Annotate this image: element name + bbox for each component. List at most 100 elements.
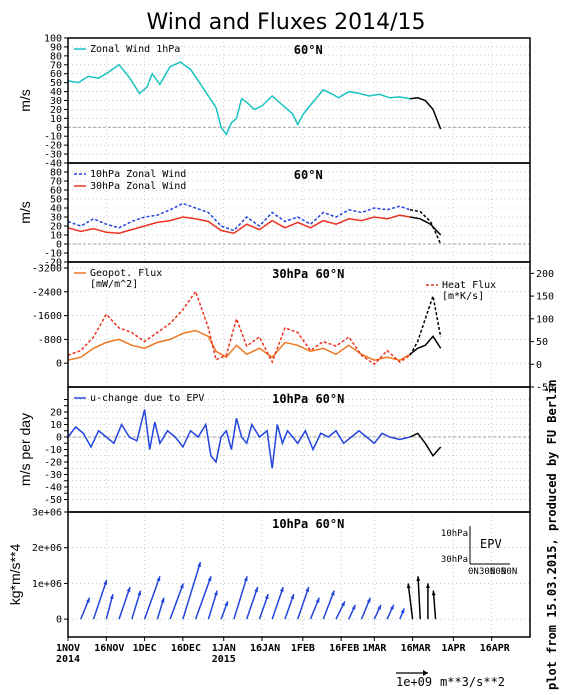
y2-tick-label: 200 [536, 269, 554, 280]
series-line [67, 329, 411, 361]
y-axis-label: m/s per day [17, 413, 33, 486]
vector-head [315, 597, 320, 603]
y-tick-label: 0 [56, 433, 62, 444]
y2-tick-label: 50 [536, 337, 548, 348]
series-line [409, 216, 442, 236]
vector-arrow [432, 590, 437, 620]
vector-head [207, 576, 212, 582]
vector-arrow [131, 590, 142, 620]
y-tick-label: 3e+06 [32, 508, 62, 519]
legend-label: u-change due to EPV [90, 393, 204, 404]
y-tick-label: 100 [44, 34, 62, 45]
vector-head [416, 576, 421, 581]
series-line [409, 209, 442, 245]
vector-arrow [297, 586, 310, 620]
x-tick-label: 1MAR [362, 643, 387, 654]
panel-label: 60°N [294, 43, 323, 57]
legend-label: 30hPa Zonal Wind [90, 181, 186, 192]
y-axis-label: m/s [17, 89, 33, 112]
vector-head [109, 594, 114, 600]
x-tick-label: 1APR [441, 643, 466, 654]
y-tick-label: 70 [50, 60, 62, 71]
vector-head [400, 608, 405, 614]
y-tick-label: 1e+06 [32, 579, 62, 590]
y-tick-label: -1600 [32, 311, 62, 322]
y-tick-label: -30 [44, 470, 62, 481]
y-tick-label: 10 [50, 420, 62, 431]
inset-title: EPV [480, 537, 502, 551]
vector-head [86, 597, 90, 603]
y2-tick-label: -50 [536, 383, 554, 394]
vector-head [160, 597, 165, 603]
y-tick-label: 10 [50, 114, 62, 125]
vector-arrow [271, 586, 284, 620]
inset-ylabel: 10hPa [441, 529, 468, 539]
vector-head [197, 562, 201, 567]
vector-arrow [118, 586, 131, 620]
series-line [409, 432, 442, 458]
vector-head [290, 594, 295, 600]
vector-arrow [407, 583, 414, 620]
vector-arrow [417, 576, 421, 620]
y-tick-label: -20 [44, 258, 62, 269]
vector-arrow [169, 583, 185, 620]
y-tick-label: 30 [50, 213, 62, 224]
vector-head [264, 594, 269, 600]
y-tick-label: -40 [44, 159, 62, 170]
legend-unit: [m*K/s] [442, 291, 484, 302]
vector-scale-head [423, 670, 428, 676]
vector-head [351, 604, 356, 610]
vector-head [366, 597, 371, 603]
vector-scale-label: 1e+09 [396, 675, 432, 689]
vector-head [137, 590, 142, 596]
vector-head [254, 587, 259, 592]
y-tick-label: 30 [50, 96, 62, 107]
y-axis-label: kg*m/s**4 [7, 544, 23, 606]
y-tick-label: -800 [38, 335, 62, 346]
y-tick-label: -20 [44, 141, 62, 152]
y-tick-label: 50 [50, 195, 62, 206]
vector-arrow [194, 576, 212, 620]
y-tick-label: 0 [56, 615, 62, 626]
vector-head [224, 601, 228, 607]
vector-head [179, 583, 184, 589]
vector-head [341, 601, 345, 607]
vector-head [126, 587, 131, 592]
inset-xlabel: 60N [490, 567, 506, 577]
y-tick-label: 20 [50, 408, 62, 419]
vector-arrow [92, 579, 108, 620]
legend-label: Zonal Wind 1hPa [90, 44, 180, 55]
x-tick-label: 16JAN [250, 643, 280, 654]
x-tick-label-year: 2014 [56, 654, 80, 665]
series-line [409, 335, 442, 355]
y-tick-label: -20 [44, 458, 62, 469]
x-tick-label: 16APR [480, 643, 511, 654]
series-line [67, 61, 411, 136]
y-tick-label: 0 [56, 240, 62, 251]
x-tick-label-year: 2015 [212, 654, 236, 665]
series-line [67, 214, 411, 235]
panels: -40-30-20-100102030405060708090100m/s60°… [7, 34, 554, 638]
series-line [67, 289, 411, 366]
panel-frame [67, 511, 531, 638]
y-tick-label: 80 [50, 168, 62, 179]
vector-head [431, 590, 436, 596]
y-tick-label: 0 [56, 359, 62, 370]
panel-3: -3200 -2400 -1600 -800 0 -50 0 50 100 150 200 30hPa… [32, 261, 554, 394]
inset-ylabel: 30hPa [441, 555, 468, 565]
y-tick-label: 40 [50, 204, 62, 215]
vector-arrow [182, 561, 202, 620]
credit-text: plot from 15.03.2015, produced by FU Ber… [545, 379, 559, 690]
inset-xlabel: 90N [501, 567, 517, 577]
x-tick-label: 16MAR [401, 643, 432, 654]
vector-arrow [233, 576, 248, 620]
y-tick-label: 40 [50, 87, 62, 98]
vector-head [305, 587, 310, 592]
x-tick-label: 1DEC [133, 643, 157, 654]
series-line [67, 202, 411, 232]
x-tick-label: 1FEB [291, 643, 315, 654]
x-tick-label: 16NOV [94, 643, 124, 654]
